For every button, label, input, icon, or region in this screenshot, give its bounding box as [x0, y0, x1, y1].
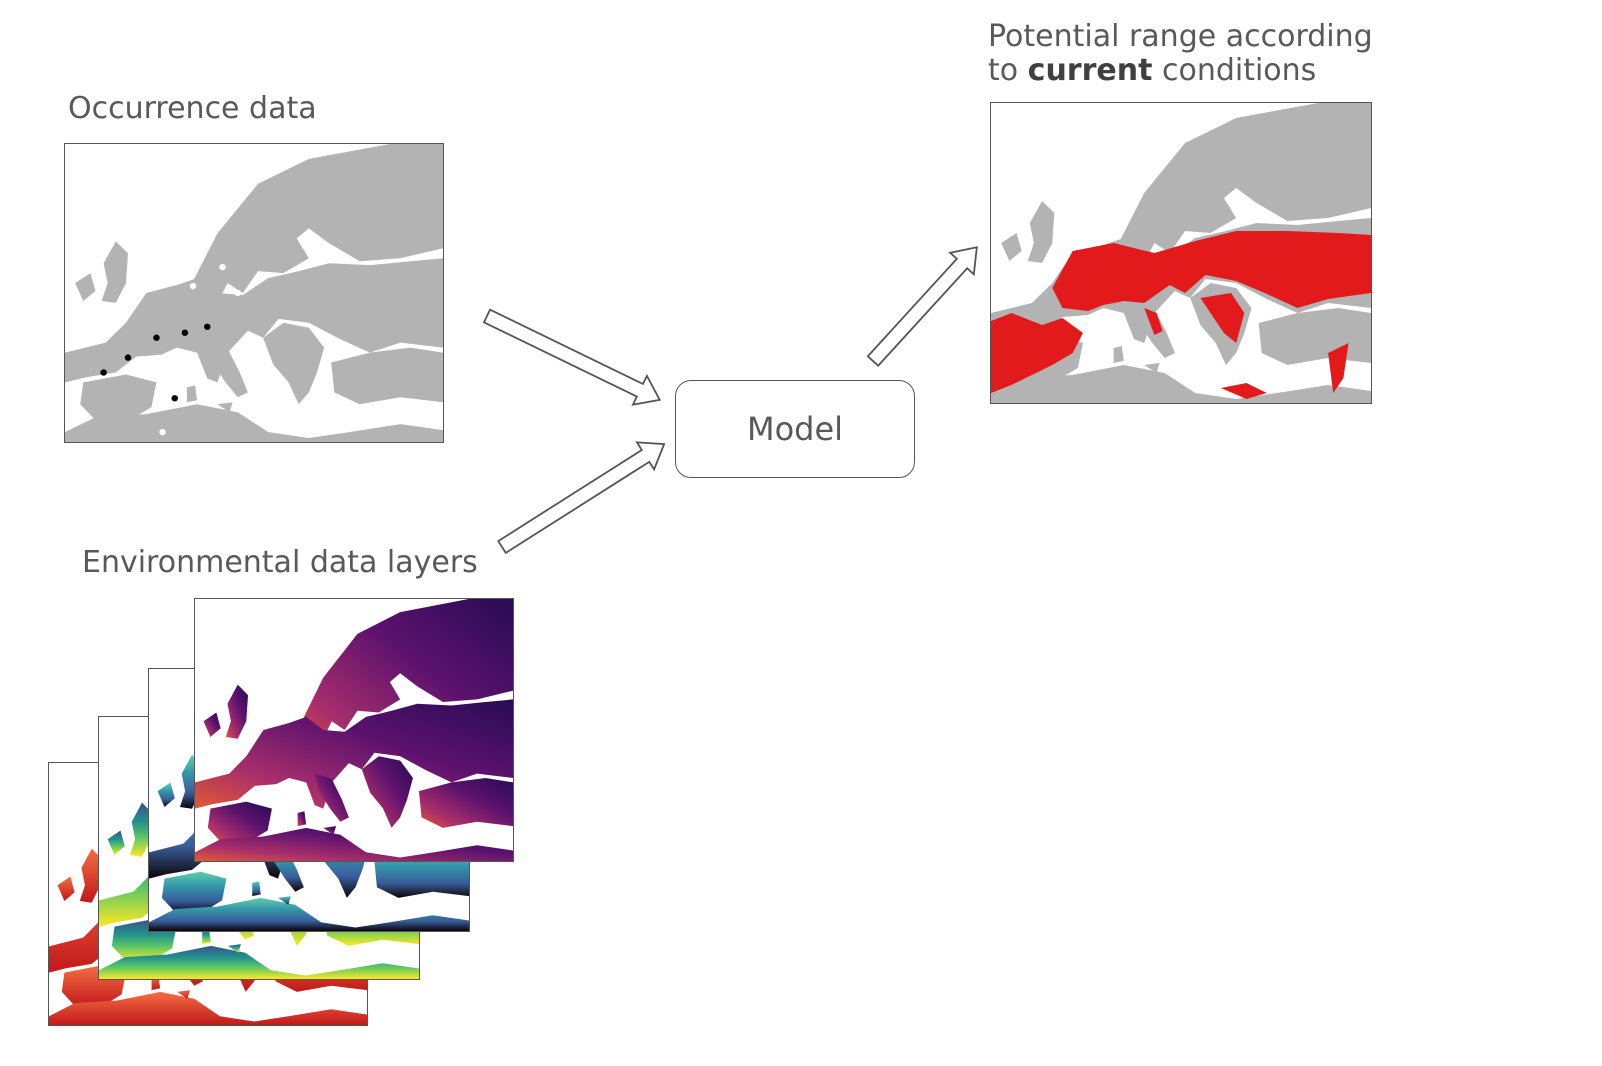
presence-point: [204, 323, 211, 330]
occurrence-map-graphic: [65, 144, 443, 442]
occurrence-points: [100, 216, 241, 436]
arrow-environment-to-model: [497, 441, 666, 555]
env-layer-4-graphic: [195, 599, 513, 861]
model-box: Model: [675, 380, 915, 478]
occurrence-data-title: Occurrence data: [68, 91, 317, 126]
suitable-range-area: [991, 231, 1371, 399]
potential-range-title-line2: to current conditions: [988, 53, 1317, 88]
environmental-layers-title: Environmental data layers: [82, 545, 478, 580]
presence-point: [100, 369, 107, 376]
potential-range-title-line1: Potential range according: [988, 19, 1373, 54]
potential-range-title: Potential range according to current con…: [988, 20, 1373, 88]
arrow-occurrence-to-model: [482, 308, 662, 406]
presence-point: [124, 354, 132, 361]
absence-point: [219, 263, 226, 271]
potential-range-graphic: [991, 103, 1371, 403]
current-emphasis: current: [1027, 53, 1153, 88]
absence-point: [159, 428, 166, 436]
occurrence-map: [64, 143, 444, 443]
absence-point: [204, 216, 211, 223]
model-label: Model: [746, 410, 844, 448]
presence-point: [181, 329, 189, 336]
absence-point: [189, 282, 197, 290]
potential-range-map: [990, 102, 1372, 404]
presence-point: [153, 334, 160, 341]
environmental-layer-4: [194, 598, 514, 862]
presence-point: [171, 395, 178, 402]
absence-point: [234, 289, 241, 297]
arrow-model-to-range: [866, 246, 978, 367]
absence-point: [151, 271, 158, 279]
